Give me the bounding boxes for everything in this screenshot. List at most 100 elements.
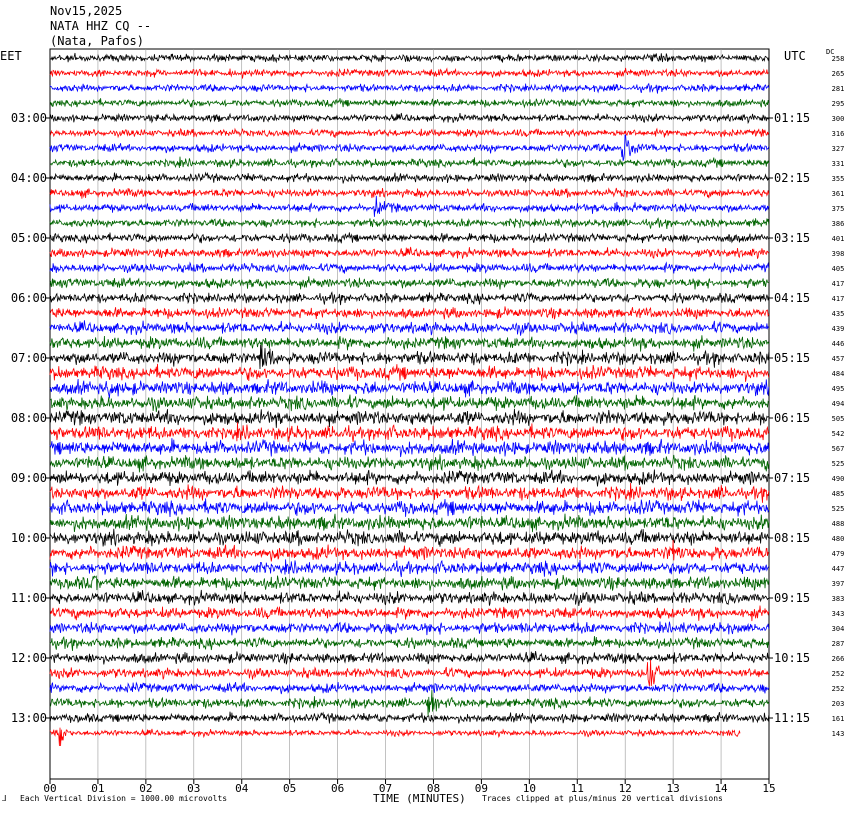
dc-offset-25: 542: [832, 430, 845, 438]
dc-offset-34: 447: [832, 565, 845, 573]
dc-offset-42: 252: [832, 685, 845, 693]
x-tick-label-10: 10: [523, 782, 536, 795]
right-hour-label-9: 10:15: [774, 651, 810, 665]
dc-offset-43: 203: [832, 700, 845, 708]
x-tick-label-02: 02: [139, 782, 152, 795]
dc-offset-18: 439: [832, 325, 845, 333]
trace-44: [49, 711, 770, 724]
trace-17: [49, 306, 770, 320]
left-hour-label-3: 06:00: [11, 291, 47, 305]
station-label: NATA HHZ CQ --: [50, 19, 152, 33]
right-hour-label-2: 03:15: [774, 231, 810, 245]
location-label: (Nata, Pafos): [50, 34, 144, 48]
right-hour-label-6: 07:15: [774, 471, 810, 485]
dc-offset-26: 567: [832, 445, 845, 453]
trace-30: [49, 498, 770, 518]
clip-note: Traces clipped at plus/minus 20 vertical…: [482, 794, 723, 803]
trace-10: [49, 195, 770, 217]
dc-offset-38: 304: [832, 625, 845, 633]
dc-offset-11: 386: [832, 220, 845, 228]
dc-offset-0: 258: [832, 55, 845, 63]
x-tick-label-04: 04: [235, 782, 249, 795]
left-hour-label-7: 10:00: [11, 531, 47, 545]
dc-offset-5: 316: [832, 130, 845, 138]
dc-offset-27: 525: [832, 460, 845, 468]
trace-0: [49, 52, 770, 64]
trace-4: [49, 112, 770, 125]
left-hour-label-1: 04:00: [11, 171, 47, 185]
dc-offset-29: 485: [832, 490, 845, 498]
left-hour-label-0: 03:00: [11, 111, 47, 125]
right-hour-label-4: 05:15: [774, 351, 810, 365]
trace-14: [49, 261, 770, 274]
x-tick-label-07: 07: [379, 782, 392, 795]
dc-offset-19: 446: [832, 340, 845, 348]
dc-offset-28: 490: [832, 475, 845, 483]
dc-offset-40: 266: [832, 655, 845, 663]
trace-38: [49, 621, 770, 636]
dc-offset-33: 479: [832, 550, 845, 558]
x-tick-label-15: 15: [762, 782, 775, 795]
trace-27: [49, 454, 770, 473]
right-hour-label-10: 11:15: [774, 711, 810, 725]
right-hour-label-8: 09:15: [774, 591, 810, 605]
right-hour-label-1: 02:15: [774, 171, 810, 185]
right-hour-label-3: 04:15: [774, 291, 810, 305]
x-tick-label-01: 01: [91, 782, 104, 795]
left-hour-label-2: 05:00: [11, 231, 47, 245]
trace-3: [49, 97, 770, 109]
x-tick-label-12: 12: [619, 782, 632, 795]
trace-41: [49, 659, 770, 687]
trace-2: [49, 82, 770, 94]
trace-16: [49, 291, 770, 306]
trace-6: [49, 134, 770, 161]
trace-28: [49, 469, 770, 487]
dc-offset-2: 281: [832, 85, 845, 93]
dc-offset-12: 401: [832, 235, 845, 243]
trace-39: [49, 635, 770, 651]
dc-offset-37: 343: [832, 610, 845, 618]
left-hour-label-10: 13:00: [11, 711, 47, 725]
x-tick-label-00: 00: [43, 782, 56, 795]
trace-9: [49, 187, 770, 199]
trace-21: [49, 363, 770, 382]
dc-offset-7: 331: [832, 160, 845, 168]
right-hour-label-0: 01:15: [774, 111, 810, 125]
trace-15: [49, 276, 769, 290]
dc-offset-36: 383: [832, 595, 845, 603]
trace-19: [49, 335, 770, 352]
left-hour-label-6: 09:00: [11, 471, 47, 485]
trace-8: [49, 171, 770, 184]
left-hour-label-9: 12:00: [11, 651, 47, 665]
dc-offset-15: 417: [832, 280, 845, 288]
dc-offset-30: 525: [832, 505, 845, 513]
trace-12: [49, 232, 769, 244]
plot-frame: [49, 48, 770, 780]
x-tick-label-13: 13: [667, 782, 680, 795]
dc-offset-3: 295: [832, 100, 845, 108]
dc-offset-16: 417: [832, 295, 845, 303]
dc-offset-13: 398: [832, 250, 845, 258]
dc-offset-31: 488: [832, 520, 845, 528]
dc-offset-44: 161: [832, 715, 845, 723]
dc-offset-6: 327: [832, 145, 845, 153]
x-tick-label-03: 03: [187, 782, 200, 795]
right-timezone-label: UTC: [784, 49, 806, 63]
trace-23: [50, 394, 770, 413]
trace-22: [49, 378, 770, 399]
trace-36: [49, 589, 769, 607]
dc-offset-35: 397: [832, 580, 845, 588]
date-label: Nov15,2025: [50, 4, 123, 18]
dc-offset-22: 495: [832, 385, 845, 393]
trace-35: [49, 574, 770, 591]
scale-note: Each Vertical Division = 1000.00 microvo…: [20, 794, 228, 803]
trace-31: [49, 513, 770, 533]
x-tick-label-14: 14: [714, 782, 728, 795]
trace-24: [49, 408, 769, 428]
right-hour-label-5: 06:15: [774, 411, 810, 425]
left-hour-label-4: 07:00: [11, 351, 47, 365]
left-timezone-label: EET: [0, 49, 22, 63]
dc-offset-10: 375: [832, 205, 845, 213]
trace-42: [49, 681, 770, 695]
